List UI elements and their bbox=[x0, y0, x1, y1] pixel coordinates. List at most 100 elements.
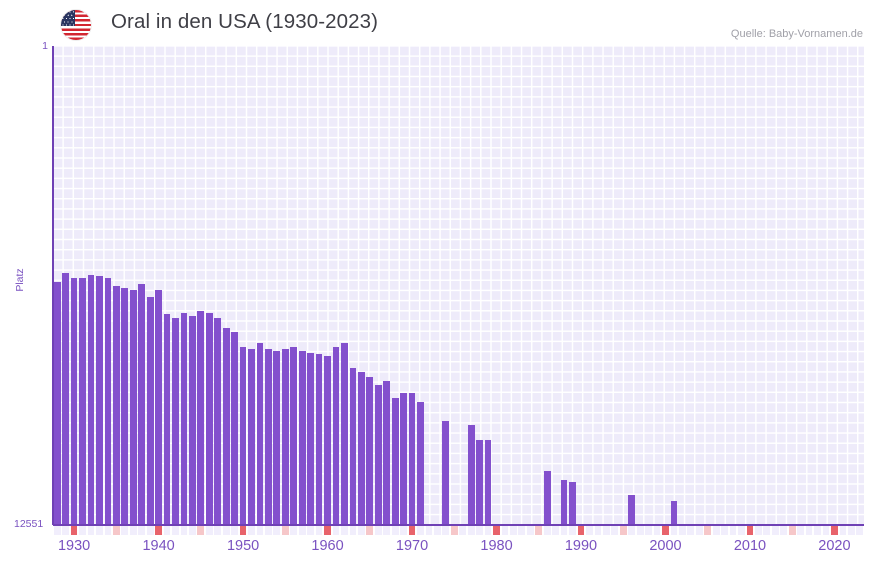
x-axis-tick bbox=[366, 526, 374, 535]
x-axis-tick bbox=[704, 526, 712, 535]
x-axis-tick bbox=[400, 526, 407, 535]
bar bbox=[138, 284, 146, 524]
bar bbox=[146, 297, 154, 524]
x-axis-tick bbox=[653, 526, 661, 535]
y-axis-tick-top: 1 bbox=[42, 40, 48, 52]
x-axis-tick bbox=[172, 526, 179, 535]
bar bbox=[569, 482, 576, 524]
x-axis-label: 1940 bbox=[142, 538, 175, 554]
x-axis-tick bbox=[374, 526, 382, 535]
bar bbox=[189, 316, 196, 524]
x-axis-tick bbox=[205, 526, 213, 535]
x-axis-tick bbox=[552, 526, 560, 535]
bar bbox=[484, 440, 492, 524]
x-axis-tick bbox=[577, 526, 585, 535]
bar bbox=[248, 348, 255, 524]
bar bbox=[163, 314, 171, 524]
bar bbox=[87, 274, 95, 524]
bar bbox=[112, 285, 120, 524]
x-axis-tick bbox=[602, 526, 610, 535]
bar bbox=[670, 501, 678, 524]
x-axis-tick bbox=[104, 526, 112, 535]
bar bbox=[560, 480, 568, 524]
x-axis-tick bbox=[298, 526, 306, 535]
x-axis-tick bbox=[324, 526, 331, 535]
y-axis-tick-bottom: 12551 bbox=[14, 518, 44, 530]
x-axis-label: 1990 bbox=[564, 538, 598, 554]
x-axis-label: 1970 bbox=[395, 538, 429, 554]
x-axis-label: 1980 bbox=[480, 538, 513, 554]
bar bbox=[273, 350, 281, 524]
x-axis-tick bbox=[214, 526, 222, 535]
x-axis-tick bbox=[822, 526, 830, 535]
page-title: Oral in den USA (1930-2023) bbox=[111, 10, 379, 33]
x-axis-tick bbox=[273, 526, 281, 535]
x-axis-tick bbox=[53, 526, 61, 535]
x-axis-tick bbox=[281, 526, 289, 535]
x-axis-tick bbox=[628, 526, 636, 535]
x-axis-tick bbox=[265, 526, 272, 535]
bar bbox=[121, 287, 129, 524]
x-axis-tick bbox=[814, 526, 821, 535]
x-axis-tick bbox=[611, 526, 619, 535]
bar bbox=[442, 421, 450, 524]
x-axis-tick bbox=[526, 526, 534, 535]
bar bbox=[53, 282, 61, 524]
bar bbox=[205, 312, 213, 524]
bars-layer bbox=[53, 46, 864, 524]
bar bbox=[104, 278, 112, 524]
x-axis-tick bbox=[442, 526, 450, 535]
x-axis-tick bbox=[746, 526, 754, 535]
x-axis-tick bbox=[560, 526, 568, 535]
x-axis-tick bbox=[248, 526, 255, 535]
x-axis-tick bbox=[645, 526, 652, 535]
bar bbox=[155, 289, 162, 524]
x-axis-tick bbox=[239, 526, 247, 535]
chart-header: Oral in den USA (1930-2023) Quelle: Baby… bbox=[0, 0, 873, 46]
x-axis-tick bbox=[721, 526, 728, 535]
bar bbox=[324, 356, 331, 524]
x-axis-tick bbox=[146, 526, 154, 535]
x-axis-tick bbox=[543, 526, 551, 535]
x-axis-tick bbox=[484, 526, 492, 535]
x-axis-label: 2010 bbox=[733, 538, 767, 554]
x-axis-tick bbox=[307, 526, 315, 535]
x-axis-tick bbox=[349, 526, 357, 535]
bar bbox=[467, 424, 475, 524]
x-axis-tick bbox=[70, 526, 78, 535]
x-axis-tick bbox=[594, 526, 602, 535]
source-label: Quelle: Baby-Vornamen.de bbox=[730, 28, 863, 40]
x-axis-tick bbox=[805, 526, 813, 535]
x-axis-tick bbox=[138, 526, 146, 535]
x-axis-tick bbox=[290, 526, 298, 535]
x-axis-tick bbox=[341, 526, 348, 535]
x-axis-tick bbox=[62, 526, 70, 535]
x-axis-tick bbox=[476, 526, 483, 535]
x-axis-tick bbox=[357, 526, 365, 535]
bar bbox=[383, 381, 391, 524]
x-axis-tick bbox=[831, 526, 838, 535]
x-axis-label: 1930 bbox=[57, 538, 91, 554]
x-axis-tick bbox=[797, 526, 804, 535]
x-axis-tick bbox=[695, 526, 703, 535]
x-axis-labels: 1930 1940 1950 1960 1970 1980 1990 2000 2010 2020 bbox=[0, 538, 873, 562]
x-axis-tick bbox=[256, 526, 264, 535]
x-axis-tick bbox=[231, 526, 238, 535]
bar bbox=[357, 371, 365, 524]
x-axis-tick bbox=[222, 526, 230, 535]
bar bbox=[374, 384, 382, 524]
x-axis-label: 1950 bbox=[226, 538, 260, 554]
x-axis-tick bbox=[729, 526, 737, 535]
x-axis-tick bbox=[619, 526, 627, 535]
x-axis-tick bbox=[678, 526, 686, 535]
x-axis-tick bbox=[771, 526, 779, 535]
x-axis-tick bbox=[155, 526, 162, 535]
x-axis-tick bbox=[383, 526, 391, 535]
bar bbox=[281, 348, 289, 524]
x-axis-tick bbox=[518, 526, 526, 535]
x-axis-tick bbox=[856, 526, 864, 535]
y-axis-line bbox=[52, 46, 54, 525]
x-axis-tick bbox=[96, 526, 103, 535]
bar bbox=[417, 402, 424, 524]
bar bbox=[391, 398, 399, 524]
